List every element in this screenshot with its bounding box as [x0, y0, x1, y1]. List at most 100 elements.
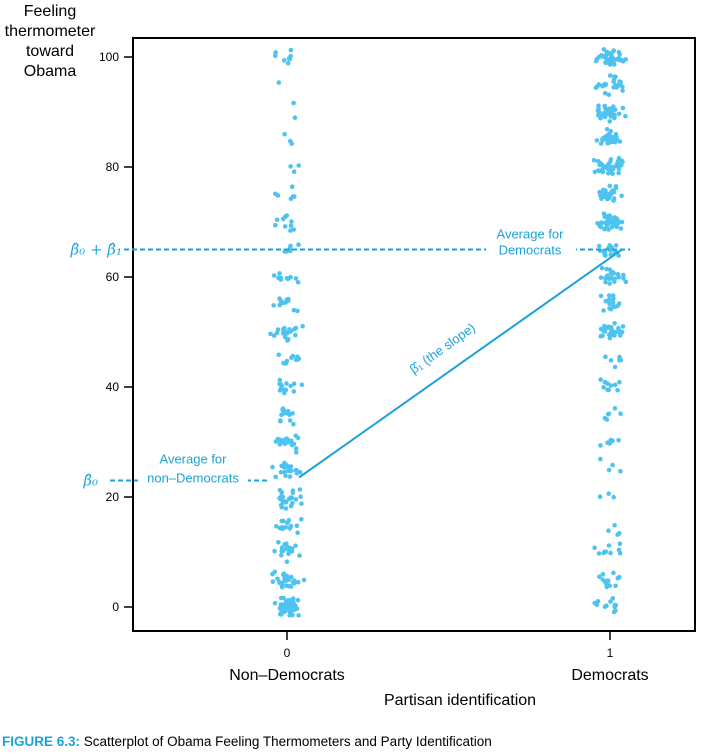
- data-point: [607, 131, 612, 137]
- data-point: [612, 137, 618, 142]
- data-point: [291, 580, 296, 585]
- data-point: [288, 47, 294, 53]
- data-point: [288, 496, 294, 501]
- data-point: [300, 323, 305, 329]
- data-point: [623, 279, 629, 285]
- data-point: [598, 456, 603, 462]
- data-point: [271, 333, 277, 339]
- avg-dem-label: Democrats: [499, 243, 562, 258]
- data-point: [596, 551, 602, 556]
- data-point: [609, 54, 615, 60]
- data-point: [277, 441, 283, 447]
- data-point: [280, 407, 285, 413]
- data-point: [272, 600, 278, 606]
- avg-nondem-label: non–Democrats: [147, 471, 239, 486]
- data-point: [299, 501, 304, 507]
- data-point: [295, 435, 301, 441]
- data-point: [596, 82, 602, 87]
- data-point: [277, 606, 283, 611]
- data-point: [606, 411, 612, 417]
- data-point: [274, 330, 280, 336]
- data-point: [608, 358, 614, 363]
- data-point: [609, 275, 614, 281]
- data-point: [282, 469, 288, 475]
- data-point: [287, 526, 293, 531]
- data-point: [613, 184, 619, 189]
- data-point: [620, 324, 626, 329]
- data-point: [603, 354, 608, 360]
- data-point: [598, 275, 604, 280]
- data-point: [283, 506, 289, 511]
- data-point: [606, 467, 612, 473]
- data-point: [599, 265, 605, 271]
- data-point: [282, 499, 288, 504]
- data-point: [293, 276, 299, 281]
- data-point: [297, 487, 303, 492]
- data-point: [596, 243, 602, 249]
- data-point: [606, 528, 611, 533]
- data-point: [279, 412, 284, 418]
- y-tick-label: 80: [106, 160, 120, 174]
- data-point: [295, 597, 301, 603]
- data-point: [606, 387, 612, 393]
- data-point: [620, 58, 626, 64]
- data-point: [612, 364, 618, 370]
- slope-label: β̂₁ (the slope): [407, 320, 478, 377]
- y-tick-label: 60: [106, 270, 120, 284]
- data-point: [273, 50, 278, 55]
- data-point: [607, 335, 613, 341]
- data-point: [613, 583, 618, 589]
- data-point: [284, 276, 290, 281]
- data-point: [611, 104, 616, 109]
- data-point: [620, 105, 626, 111]
- y-tick-label: 20: [106, 490, 120, 504]
- data-point: [284, 381, 289, 386]
- data-point: [612, 602, 618, 608]
- data-point: [598, 377, 603, 382]
- data-point: [612, 523, 617, 528]
- data-point: [616, 438, 621, 443]
- data-point: [291, 596, 296, 601]
- data-point: [285, 330, 290, 336]
- data-point: [606, 195, 612, 201]
- data-point: [607, 301, 612, 307]
- data-point: [276, 80, 282, 85]
- data-point: [271, 303, 276, 308]
- data-point: [293, 325, 299, 331]
- data-point: [606, 92, 612, 98]
- data-point: [617, 52, 622, 57]
- data-point: [610, 596, 616, 601]
- data-point: [295, 308, 300, 314]
- data-point: [292, 115, 298, 120]
- data-point: [601, 111, 607, 117]
- data-point: [611, 222, 616, 228]
- data-point: [299, 517, 304, 522]
- data-point: [286, 608, 292, 613]
- data-point: [278, 503, 284, 508]
- data-point: [268, 331, 273, 337]
- data-point: [603, 298, 609, 304]
- x-axis-label: Partisan identification: [384, 692, 536, 709]
- data-point: [273, 439, 279, 444]
- data-point: [611, 570, 616, 576]
- data-point: [623, 113, 628, 119]
- data-point: [595, 221, 600, 226]
- data-point: [604, 273, 610, 279]
- data-point: [287, 474, 293, 479]
- data-point: [288, 383, 294, 389]
- data-point: [277, 437, 282, 442]
- data-point: [617, 541, 623, 546]
- data-point: [616, 274, 622, 280]
- data-point: [279, 582, 285, 587]
- data-point: [294, 523, 300, 529]
- data-point: [605, 578, 610, 583]
- figure-label: FIGURE 6.3:: [2, 734, 81, 749]
- data-point: [285, 409, 291, 414]
- data-point: [288, 53, 294, 59]
- data-point: [273, 53, 278, 59]
- data-point: [286, 576, 291, 582]
- data-point: [608, 169, 614, 175]
- data-point: [287, 584, 292, 589]
- regression-line: [298, 248, 623, 479]
- data-point: [283, 525, 289, 530]
